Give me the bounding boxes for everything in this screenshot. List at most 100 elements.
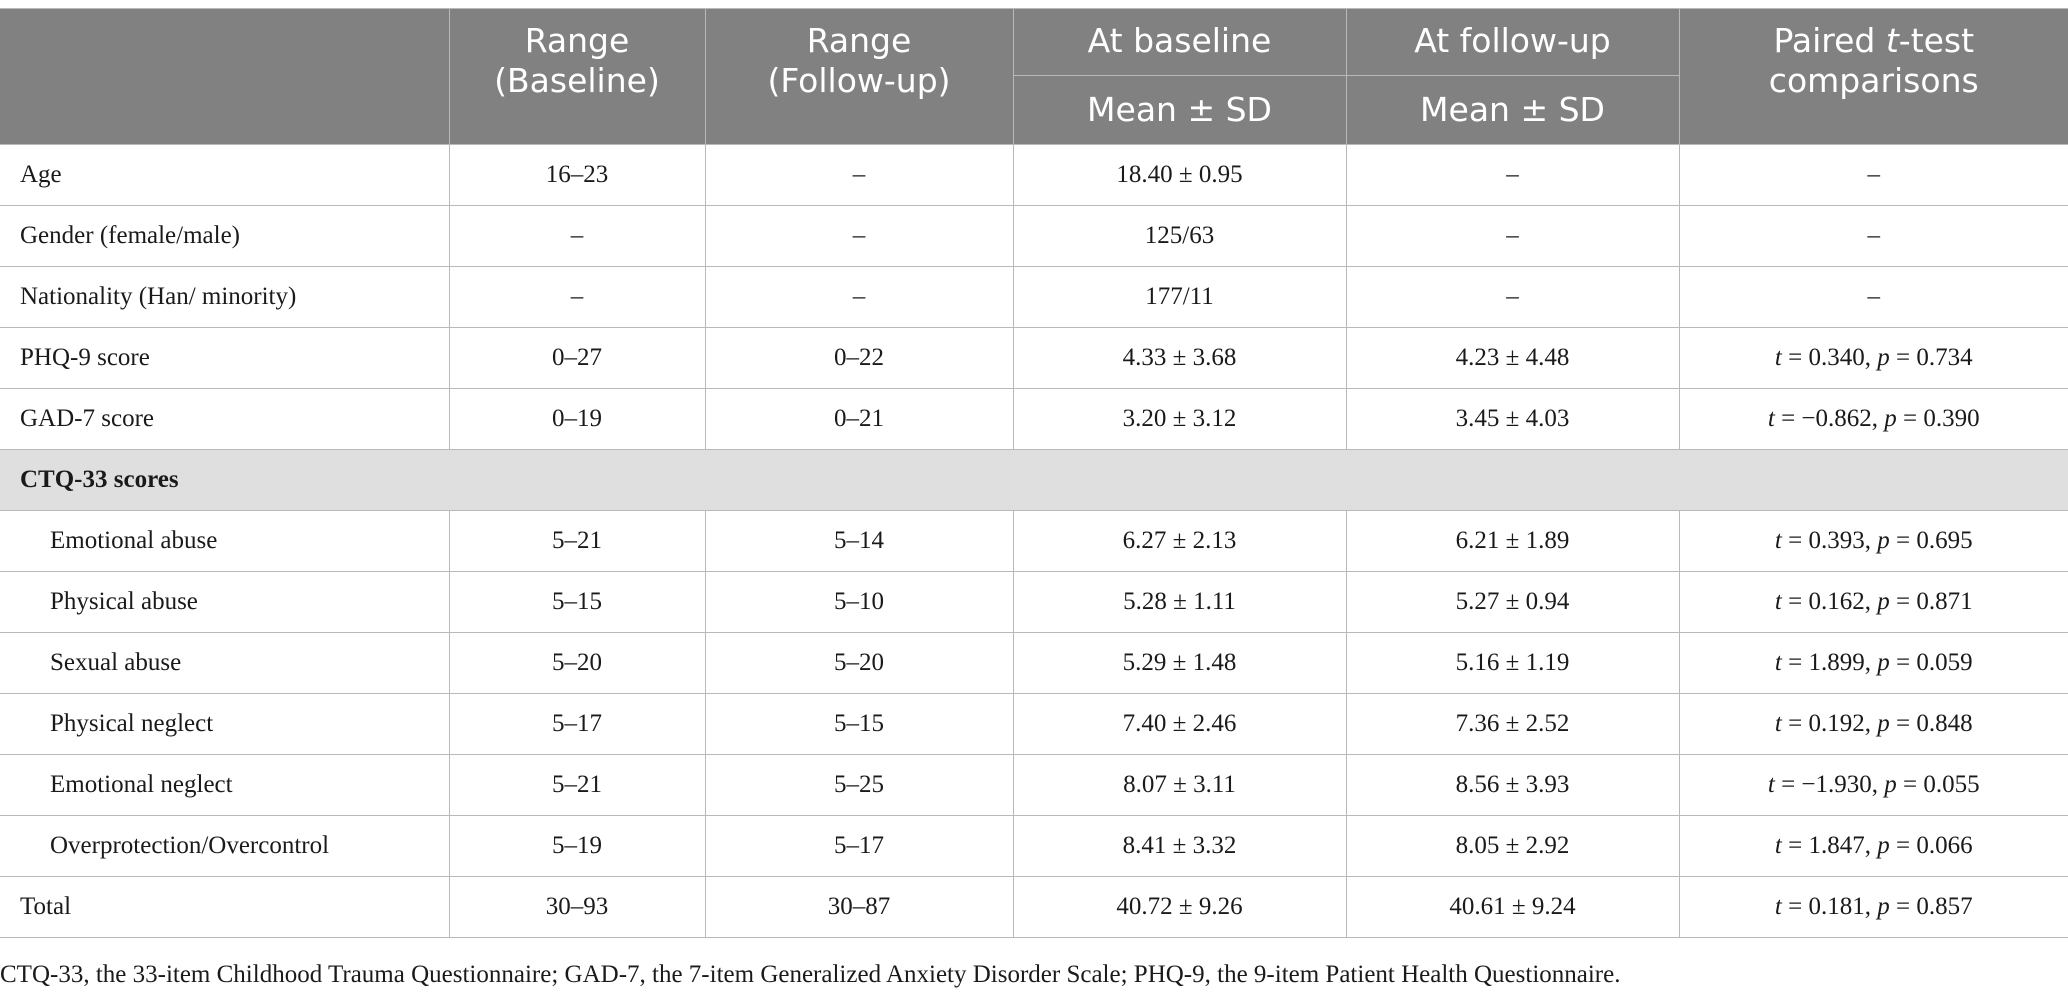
range-followup-cell: 5–25 [704,754,1014,816]
p-symbol: p [1877,649,1890,676]
paired-test-cell: t = 0.162, p = 0.871 [1678,571,2068,633]
header-range-baseline-line2: (Baseline) [494,61,660,100]
followup-mean-cell: 7.36 ± 2.52 [1345,693,1680,755]
table-row: PHQ-9 score 0–27 0–22 4.33 ± 3.68 4.23 ± 4.4… [0,327,2068,389]
t-symbol: t [1774,710,1782,737]
range-followup-cell: – [704,144,1014,206]
baseline-mean-cell: 4.33 ± 3.68 [1012,327,1347,389]
baseline-mean-cell: 177/11 [1012,266,1347,328]
p-value: 0.055 [1923,771,1980,798]
paired-test-cell: t = 0.192, p = 0.848 [1678,693,2068,755]
range-baseline-cell: 5–21 [448,754,706,816]
followup-mean-cell: 5.27 ± 0.94 [1345,571,1680,633]
range-baseline-cell: – [448,205,706,267]
baseline-mean-cell: 3.20 ± 3.12 [1012,388,1347,450]
table-row: Nationality (Han/ minority) – –177/11– – [0,266,2068,328]
range-followup-cell: 5–15 [704,693,1014,755]
t-value: 0.340 [1808,344,1865,371]
row-label-cell: Emotional abuse [0,510,450,572]
range-followup-cell: 0–21 [704,388,1014,450]
row-label-cell: PHQ-9 score [0,327,450,389]
followup-mean-cell: 6.21 ± 1.89 [1345,510,1680,572]
t-value: 0.162 [1808,588,1865,615]
p-value: 0.871 [1916,588,1973,615]
baseline-mean-cell: 18.40 ± 0.95 [1012,144,1347,206]
t-value: 0.192 [1808,710,1865,737]
paired-test-cell: t = 1.899, p = 0.059 [1678,632,2068,694]
followup-mean-cell: – [1345,144,1680,206]
row-label-cell: Sexual abuse [0,632,450,694]
range-baseline-cell: 0–27 [448,327,706,389]
range-followup-cell: – [704,205,1014,267]
t-value: −0.862 [1801,405,1872,432]
p-symbol: p [1877,344,1890,371]
p-symbol: p [1877,893,1890,920]
followup-mean-cell: – [1345,205,1680,267]
paired-test-cell: – [1678,205,2068,267]
row-label-cell: Overprotection/Overcontrol [0,815,450,877]
p-value: 0.857 [1916,893,1973,920]
row-label-cell: GAD-7 score [0,388,450,450]
t-value: 1.847 [1808,832,1865,859]
row-label-cell: Nationality (Han/ minority) [0,266,450,328]
t-symbol: t [1774,893,1782,920]
t-value: −1.930 [1801,771,1872,798]
p-symbol: p [1877,832,1890,859]
paired-test-cell: t = 0.181, p = 0.857 [1678,876,2068,938]
range-followup-cell: 30–87 [704,876,1014,938]
baseline-mean-cell: 125/63 [1012,205,1347,267]
table-row: Total 30–93 30–87 40.72 ± 9.26 40.61 ± 9.24 t… [0,876,2068,938]
row-label-cell: Gender (female/male) [0,205,450,267]
header-range-followup: Range (Follow-up) [704,8,1014,145]
header-mean-sd-followup: Mean ± SD [1345,75,1679,145]
baseline-mean-cell: 6.27 ± 2.13 [1012,510,1347,572]
t-value: 0.393 [1808,527,1865,554]
header-paired-post: -test [1898,21,1975,60]
paired-test-cell: t = −0.862, p = 0.390 [1678,388,2068,450]
baseline-mean-cell: 8.07 ± 3.11 [1012,754,1347,816]
table-row: Physical neglect 5–17 5–15 7.40 ± 2.46 7.36 … [0,693,2068,755]
table-row: Gender (female/male) – –125/63– – [0,205,2068,267]
header-range-followup-line1: Range [806,21,912,60]
t-symbol: t [1774,588,1782,615]
followup-mean-cell: 3.45 ± 4.03 [1345,388,1680,450]
p-symbol: p [1877,710,1890,737]
paired-test-cell: – [1678,144,2068,206]
followup-mean-cell: 8.05 ± 2.92 [1345,815,1680,877]
header-comparisons: comparisons [1768,61,1979,100]
table-header: Range (Baseline) Range (Follow-up) At ba… [0,8,2068,145]
table-row: Emotional neglect 5–21 5–25 8.07 ± 3.11 8.56… [0,754,2068,816]
baseline-mean-cell: 40.72 ± 9.26 [1012,876,1347,938]
followup-mean-cell: 4.23 ± 4.48 [1345,327,1680,389]
range-baseline-cell: 5–17 [448,693,706,755]
header-mean-sd-baseline: Mean ± SD [1012,75,1347,145]
baseline-mean-cell: 7.40 ± 2.46 [1012,693,1347,755]
table-row: GAD-7 score 0–19 0–21 3.20 ± 3.12 3.45 ± 4.0… [0,388,2068,450]
paired-test-cell: t = 1.847, p = 0.066 [1678,815,2068,877]
table-footnote: CTQ-33, the 33-item Childhood Trauma Que… [0,961,1621,988]
header-paired-ttest: Paired t-test comparisons [1678,8,2068,145]
baseline-mean-cell: 5.29 ± 1.48 [1012,632,1347,694]
row-label-cell: Total [0,876,450,938]
p-value: 0.848 [1916,710,1973,737]
paired-test-cell: – [1678,266,2068,328]
range-baseline-cell: 16–23 [448,144,706,206]
row-label-cell: Physical neglect [0,693,450,755]
row-label-cell: Emotional neglect [0,754,450,816]
paired-test-cell: t = −1.930, p = 0.055 [1678,754,2068,816]
range-followup-cell: 5–17 [704,815,1014,877]
header-paired-pre: Paired [1773,21,1886,60]
t-symbol: t [1767,405,1775,432]
table-row: Overprotection/Overcontrol 5–19 5–17 8.41 ±… [0,815,2068,877]
t-symbol: t [1774,344,1782,371]
table-row: Sexual abuse 5–20 5–20 5.29 ± 1.48 5.16 ± 1.… [0,632,2068,694]
table-row: Emotional abuse 5–21 5–14 6.27 ± 2.13 6.21 ±… [0,510,2068,572]
t-symbol: t [1774,527,1782,554]
p-value: 0.734 [1916,344,1973,371]
paired-test-cell: t = 0.340, p = 0.734 [1678,327,2068,389]
row-label-cell: Age [0,144,450,206]
range-baseline-cell: 5–19 [448,815,706,877]
p-symbol: p [1884,771,1897,798]
range-baseline-cell: 5–15 [448,571,706,633]
p-symbol: p [1877,527,1890,554]
